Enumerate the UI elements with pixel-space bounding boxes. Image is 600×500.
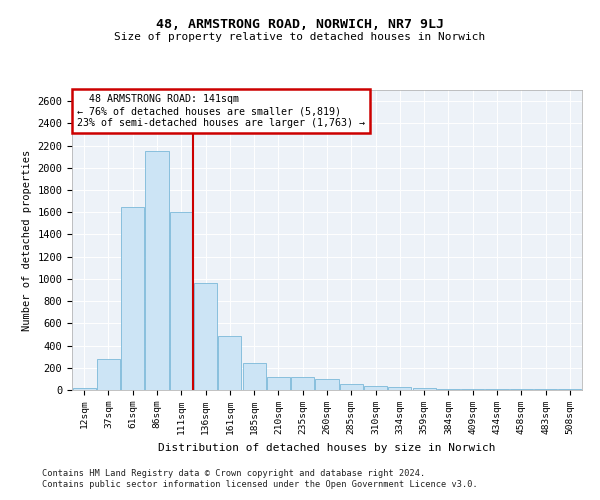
Bar <box>73 388 95 390</box>
Text: Size of property relative to detached houses in Norwich: Size of property relative to detached ho… <box>115 32 485 42</box>
Bar <box>437 389 460 390</box>
Bar <box>97 360 120 390</box>
Bar <box>218 336 241 390</box>
Text: Contains HM Land Registry data © Crown copyright and database right 2024.: Contains HM Land Registry data © Crown c… <box>42 468 425 477</box>
Bar <box>267 376 290 390</box>
Text: 48, ARMSTRONG ROAD, NORWICH, NR7 9LJ: 48, ARMSTRONG ROAD, NORWICH, NR7 9LJ <box>156 18 444 30</box>
Bar <box>316 380 338 390</box>
Bar <box>242 364 266 390</box>
Text: 48 ARMSTRONG ROAD: 141sqm
← 76% of detached houses are smaller (5,819)
23% of se: 48 ARMSTRONG ROAD: 141sqm ← 76% of detac… <box>77 94 365 128</box>
Bar <box>364 386 387 390</box>
Bar <box>413 388 436 390</box>
Bar <box>121 206 144 390</box>
Bar <box>194 284 217 390</box>
Y-axis label: Number of detached properties: Number of detached properties <box>22 150 32 330</box>
Text: Contains public sector information licensed under the Open Government Licence v3: Contains public sector information licen… <box>42 480 478 489</box>
X-axis label: Distribution of detached houses by size in Norwich: Distribution of detached houses by size … <box>158 442 496 452</box>
Bar <box>170 212 193 390</box>
Bar <box>388 387 412 390</box>
Bar <box>534 389 557 390</box>
Bar <box>340 384 363 390</box>
Bar <box>145 151 169 390</box>
Bar <box>291 377 314 390</box>
